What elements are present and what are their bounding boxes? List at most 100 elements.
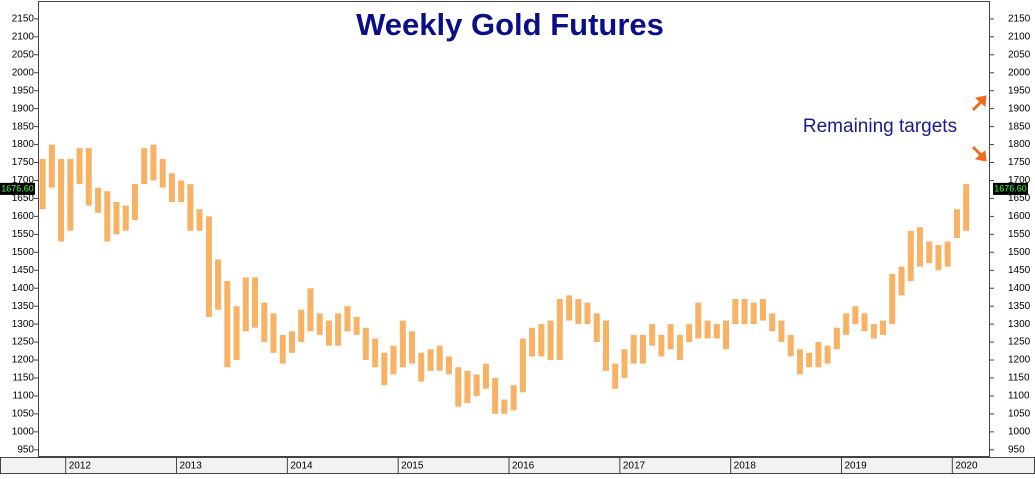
y-tick-label: 1100 <box>12 391 34 402</box>
price-bar <box>418 352 425 382</box>
price-bar <box>806 352 813 368</box>
y-tick-label-right: 1300 <box>1008 319 1031 330</box>
x-tick-label: 2018 <box>734 461 757 472</box>
price-bar <box>704 320 711 339</box>
arrow-up-head <box>974 95 987 108</box>
price-bar <box>95 187 102 213</box>
arrow-down-head <box>974 149 987 162</box>
y-tick-label-right: 1650 <box>1008 193 1031 204</box>
price-bar <box>205 216 212 317</box>
price-bar <box>898 266 905 296</box>
y-tick-label-right: 1850 <box>1008 121 1031 132</box>
y-tick-label: 1300 <box>12 319 35 330</box>
price-bar <box>178 180 185 203</box>
price-bar <box>870 324 877 339</box>
y-tick-label-right: 1000 <box>1008 427 1031 438</box>
y-tick-label: 1850 <box>12 121 35 132</box>
y-tick-label-right: 1200 <box>1008 355 1031 366</box>
price-bar <box>445 356 452 375</box>
last-price-right-box <box>993 182 1028 195</box>
price-bar <box>196 209 203 231</box>
price-bar <box>261 302 268 343</box>
price-bar <box>76 148 83 185</box>
price-bar <box>473 374 480 396</box>
y-tick-label-right: 2100 <box>1008 31 1031 42</box>
price-bar <box>482 363 489 389</box>
price-bar <box>427 349 434 371</box>
y-tick-label: 2050 <box>12 49 35 60</box>
price-bar <box>242 277 249 332</box>
y-tick-label-right: 1350 <box>1008 301 1031 312</box>
price-bar <box>436 345 443 371</box>
y-tick-label: 1450 <box>12 265 35 276</box>
price-bar <box>686 324 693 343</box>
price-bar <box>602 320 609 371</box>
y-tick-label: 1750 <box>12 157 35 168</box>
price-bar <box>916 227 923 267</box>
price-bar <box>233 306 240 361</box>
price-bar <box>464 370 471 404</box>
price-bar <box>621 349 628 378</box>
y-tick-label-right: 1050 <box>1008 409 1031 420</box>
price-bar <box>741 298 748 325</box>
y-tick-label: 2000 <box>12 67 35 78</box>
price-bar <box>85 148 92 206</box>
y-tick-label-right: 950 <box>1008 444 1025 455</box>
price-bar <box>880 320 887 335</box>
y-tick-label: 1800 <box>12 139 35 150</box>
price-bar <box>824 345 831 364</box>
y-tick-label: 1000 <box>12 427 35 438</box>
price-bar <box>547 320 554 361</box>
price-bar <box>723 320 730 350</box>
y-tick-label-right: 1150 <box>1008 373 1030 384</box>
y-tick-label: 1350 <box>12 301 35 312</box>
y-tick-label-right: 1950 <box>1008 85 1031 96</box>
price-bar <box>926 241 933 264</box>
price-bar <box>538 324 545 357</box>
price-bar <box>122 205 129 231</box>
price-bar <box>187 184 194 231</box>
price-bar <box>131 184 138 220</box>
x-tick-label: 2012 <box>69 461 92 472</box>
y-tick-label-right: 1800 <box>1008 139 1031 150</box>
y-tick-label-right: 2150 <box>1008 14 1031 25</box>
price-bar <box>510 385 517 411</box>
price-bar <box>713 324 720 339</box>
price-bar <box>455 367 462 407</box>
price-bar <box>168 173 175 203</box>
price-bar <box>316 313 323 335</box>
price-bar <box>141 148 148 185</box>
target-arrows <box>971 95 987 162</box>
price-bar <box>224 281 231 368</box>
price-bar <box>889 273 896 325</box>
price-bar <box>833 327 840 350</box>
price-bar <box>501 399 508 414</box>
y-tick-label: 1700 <box>12 175 35 186</box>
price-bar <box>104 191 111 242</box>
y-tick-label: 1650 <box>12 193 35 204</box>
price-bar <box>566 295 573 321</box>
price-bar <box>251 277 258 328</box>
plot-frame <box>38 1 990 457</box>
price-bar <box>270 313 277 353</box>
y-tick-label: 1950 <box>12 85 35 96</box>
price-bar <box>381 352 388 386</box>
y-tick-label-right: 1500 <box>1008 247 1031 258</box>
y-tick-label-right: 1900 <box>1008 103 1031 114</box>
price-bar <box>649 324 656 346</box>
price-bar <box>289 331 296 353</box>
price-bar <box>630 334 637 364</box>
y-tick-label: 950 <box>17 444 34 455</box>
price-bar <box>778 320 785 343</box>
x-tick-label: 2015 <box>401 461 424 472</box>
price-bar <box>344 306 351 332</box>
price-bar <box>335 313 342 346</box>
price-bar <box>39 158 46 210</box>
y-tick-label-right: 1550 <box>1008 229 1031 240</box>
price-bar <box>639 334 646 364</box>
y-tick-label: 1600 <box>12 211 35 222</box>
price-bar <box>58 158 65 242</box>
price-bar <box>575 298 582 325</box>
